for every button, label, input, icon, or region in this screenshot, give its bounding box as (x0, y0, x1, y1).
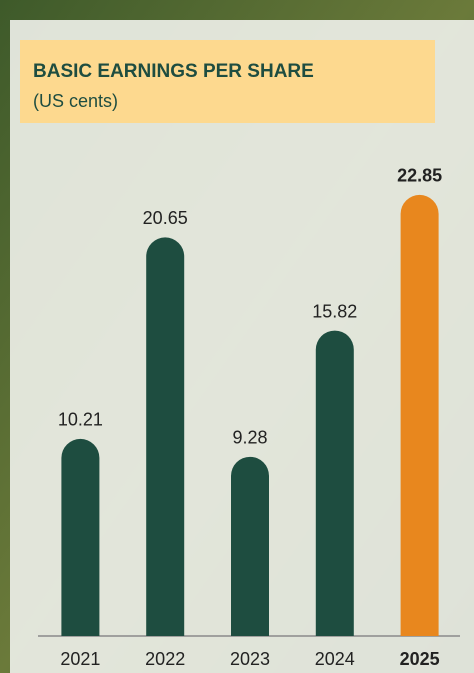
bar (400, 194, 439, 637)
bar (231, 456, 269, 636)
x-tick-label: 2023 (230, 649, 270, 669)
value-label: 22.85 (397, 166, 442, 186)
bar (61, 438, 100, 636)
bar (315, 330, 354, 636)
value-label: 15.82 (312, 301, 357, 321)
x-tick-label: 2025 (400, 649, 440, 669)
x-tick-label: 2021 (60, 649, 100, 669)
header-box (20, 40, 435, 123)
bar (146, 237, 185, 636)
value-label: 20.65 (143, 208, 188, 228)
chart-subtitle: (US cents) (33, 91, 118, 111)
x-tick-label: 2022 (145, 649, 185, 669)
value-label: 9.28 (232, 428, 267, 448)
x-tick-label: 2024 (315, 649, 355, 669)
value-label: 10.21 (58, 410, 103, 430)
chart-title: BASIC EARNINGS PER SHARE (33, 61, 314, 82)
